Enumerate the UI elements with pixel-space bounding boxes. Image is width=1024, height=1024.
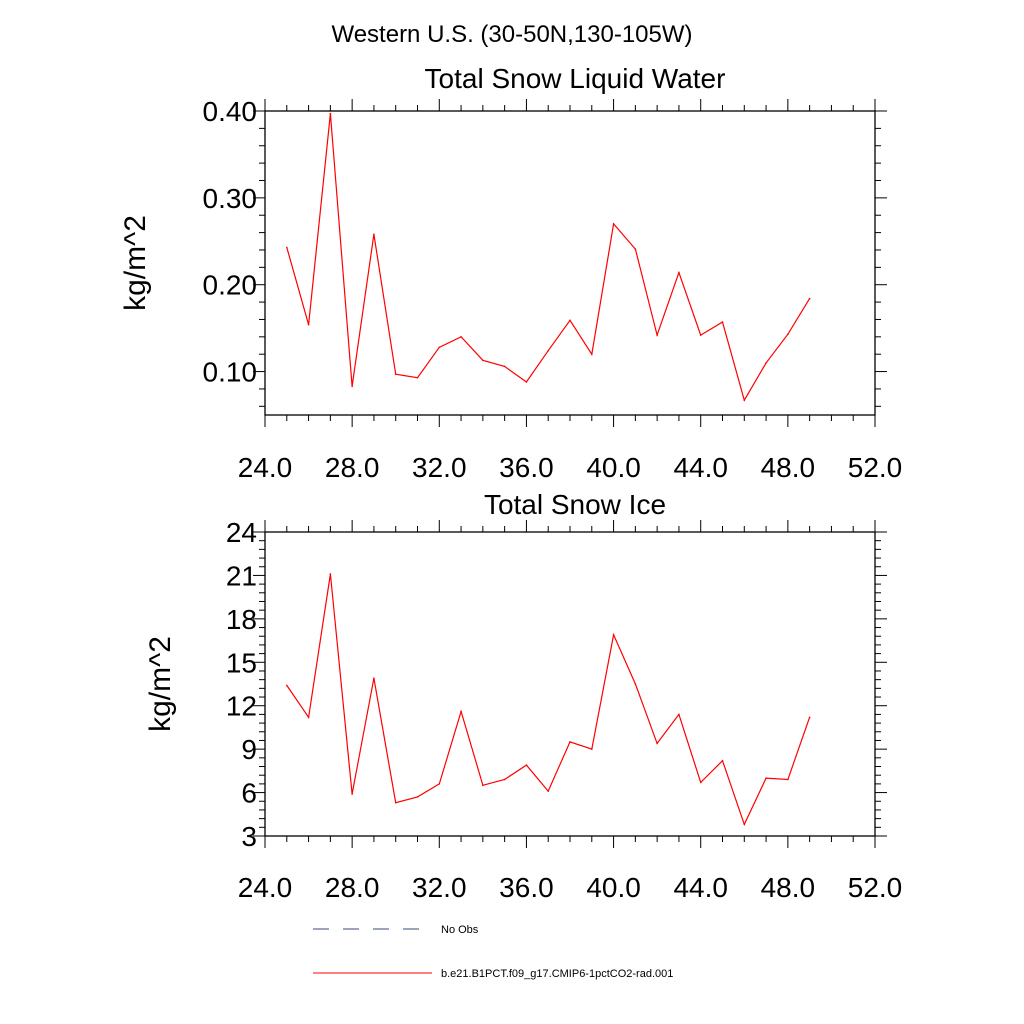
data-point [569, 319, 571, 322]
x-tick-label: 40.0 [586, 872, 641, 903]
data-point [590, 748, 593, 750]
data-point [765, 362, 767, 364]
data-point [547, 349, 550, 352]
data-point [285, 684, 288, 687]
legend: No Obs b.e21.B1PCT.f09_g17.CMIP6-1pctCO2-… [313, 924, 673, 980]
data-point [590, 353, 593, 356]
data-point [329, 573, 332, 575]
data-point [503, 365, 506, 368]
y-tick-label: 0.20 [203, 270, 258, 301]
x-tick-label: 52.0 [848, 452, 903, 483]
chart-panel-snow-ice: Total Snow Ice 24.0 28.0 32.0 36.0 40.0 44.0 48… [144, 489, 902, 903]
data-point [612, 633, 615, 636]
y-tick-label: 12 [226, 691, 257, 722]
data-point [808, 297, 811, 300]
data-point [460, 336, 462, 338]
x-tick-label: 48.0 [761, 452, 816, 483]
chart-title: Total Snow Ice [484, 489, 666, 520]
data-point [482, 784, 484, 787]
data-point [634, 683, 637, 685]
data-point [656, 742, 658, 745]
y-axis-label: kg/m^2 [144, 636, 177, 732]
y-axis-label: kg/m^2 [119, 215, 152, 311]
x-tick-label: 36.0 [499, 452, 554, 483]
y-tick-label: 9 [241, 734, 257, 765]
data-point [373, 677, 375, 680]
data-point [721, 321, 724, 323]
y-tick-label: 18 [226, 604, 257, 635]
data-point [678, 271, 680, 274]
chart-title: Total Snow Liquid Water [425, 63, 726, 94]
series-line [286, 573, 811, 826]
data-point [438, 783, 441, 785]
x-tick-label: 24.0 [238, 452, 293, 483]
x-tick-label: 24.0 [238, 872, 293, 903]
x-tick-label: 28.0 [325, 872, 380, 903]
x-tick-label: 36.0 [499, 872, 554, 903]
x-tick-label: 52.0 [848, 872, 903, 903]
data-point [416, 376, 419, 379]
y-tick-label: 15 [226, 647, 257, 678]
y-tick-label: 24 [226, 517, 257, 548]
data-point [612, 223, 615, 225]
series-line [286, 113, 811, 402]
data-point [329, 112, 332, 115]
data-point [699, 781, 702, 784]
data-point [373, 233, 375, 236]
x-tick-label: 32.0 [412, 872, 467, 903]
x-tick-label: 48.0 [761, 872, 816, 903]
y-tick-label: 21 [226, 560, 257, 591]
data-point [351, 793, 353, 795]
plot-frame [264, 110, 876, 416]
data-point [351, 385, 353, 388]
data-point [394, 801, 397, 804]
data-point [525, 381, 528, 383]
data-point [394, 373, 397, 375]
y-tick-label: 0.30 [203, 183, 258, 214]
data-point [634, 248, 637, 250]
data-point [699, 334, 702, 336]
x-tick-label: 28.0 [325, 452, 380, 483]
data-point [482, 359, 484, 362]
legend-label: No Obs [441, 924, 479, 936]
y-tick-label: 6 [241, 778, 257, 809]
data-point [307, 323, 310, 326]
legend-label: b.e21.B1PCT.f09_g17.CMIP6-1pctCO2-rad.00… [441, 968, 673, 980]
data-point [525, 764, 528, 766]
data-point [307, 716, 310, 719]
data-point [460, 710, 462, 713]
x-tick-label: 44.0 [673, 452, 728, 483]
y-tick-label: 3 [241, 821, 257, 852]
x-tick-label: 40.0 [586, 452, 641, 483]
chart-panel-snow-liquid-water: Total Snow Liquid Water 24.0 28.0 32.0 36.0 4… [119, 63, 902, 483]
data-point [285, 246, 288, 249]
data-point [787, 778, 789, 781]
x-tick-label: 32.0 [412, 452, 467, 483]
plot-frame [264, 531, 876, 837]
data-point [743, 823, 746, 826]
data-point [416, 796, 419, 798]
data-point [438, 346, 441, 349]
data-point [503, 778, 506, 781]
y-tick-label: 0.40 [203, 96, 258, 127]
data-point [808, 716, 811, 719]
data-point [787, 333, 789, 336]
data-point [765, 777, 767, 779]
main-title: Western U.S. (30-50N,130-105W) [331, 21, 692, 48]
data-point [656, 334, 658, 336]
data-point [743, 399, 746, 402]
data-point [547, 790, 550, 792]
data-point [678, 713, 680, 716]
data-point [721, 759, 724, 762]
y-tick-label: 0.10 [203, 357, 258, 388]
data-point [569, 741, 571, 743]
x-tick-label: 44.0 [673, 872, 728, 903]
